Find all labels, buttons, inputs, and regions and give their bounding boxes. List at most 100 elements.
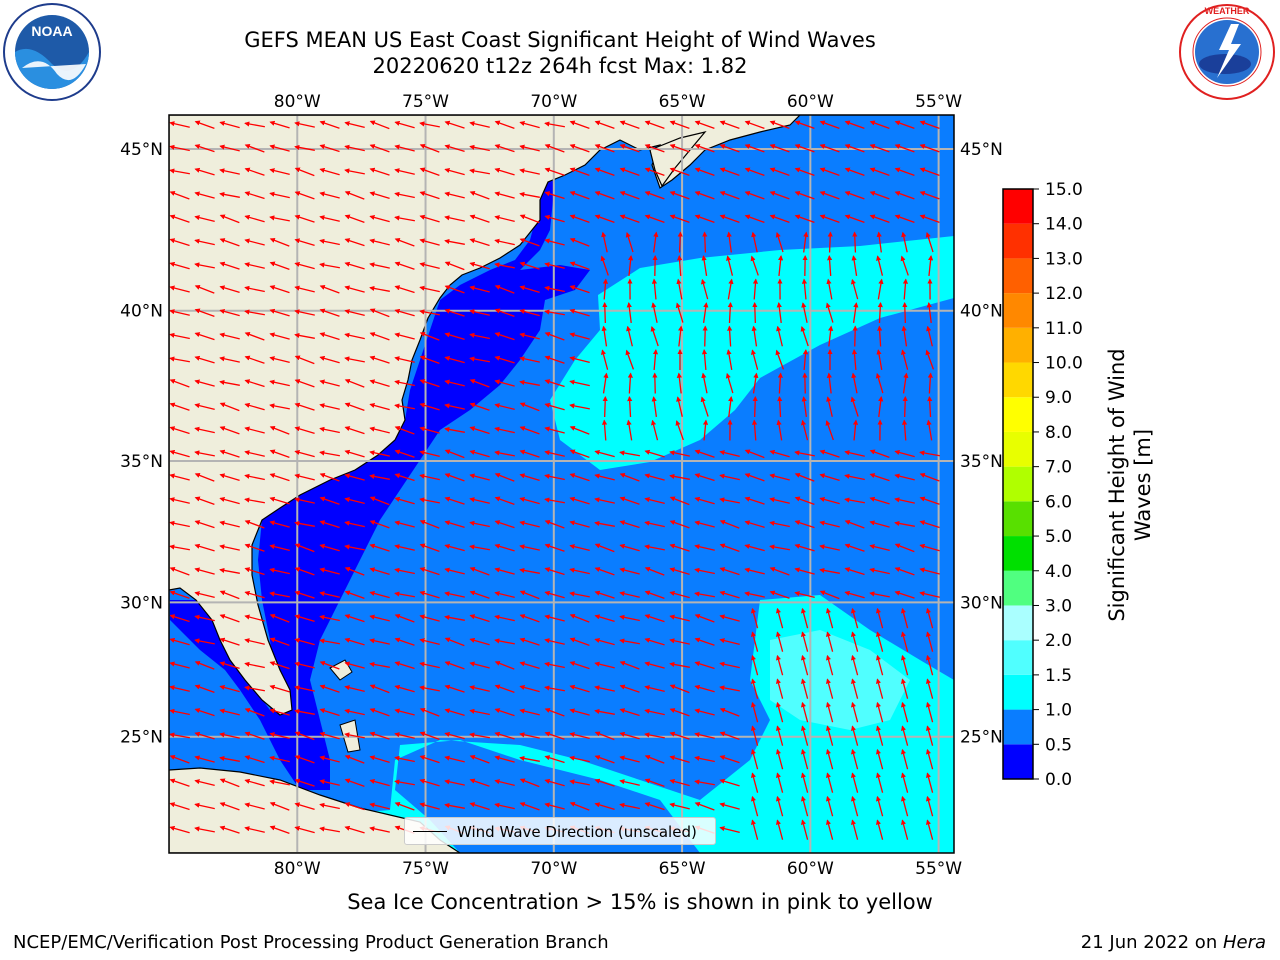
wave-direction-arrow bbox=[419, 450, 440, 458]
wave-direction-arrow bbox=[394, 308, 415, 317]
wave-direction-arrow bbox=[875, 372, 884, 394]
colorbar-bin bbox=[1003, 536, 1033, 571]
wave-direction-arrow bbox=[444, 802, 465, 809]
wave-direction-arrow bbox=[619, 473, 640, 482]
wave-direction-arrow bbox=[194, 684, 215, 694]
wave-direction-arrow bbox=[544, 238, 565, 246]
wave-direction-arrow bbox=[319, 826, 340, 833]
wave-direction-arrow bbox=[394, 732, 415, 739]
wave-direction-arrow bbox=[244, 567, 265, 576]
wave-direction-arrow bbox=[669, 167, 690, 177]
lat-tick-label-right: 30°N bbox=[960, 593, 1003, 613]
wave-direction-arrow bbox=[369, 590, 390, 599]
wave-direction-arrow bbox=[469, 426, 490, 435]
wave-direction-arrow bbox=[294, 167, 315, 177]
wave-direction-arrow bbox=[469, 309, 490, 316]
wave-direction-arrow bbox=[619, 120, 640, 130]
lon-tick-label-bottom: 65°W bbox=[659, 859, 706, 879]
wave-direction-arrow bbox=[244, 755, 265, 764]
wave-direction-arrow bbox=[569, 332, 590, 340]
colorbar-title: Significant Height of Wind Waves [m] bbox=[1105, 348, 1155, 622]
wave-direction-arrow bbox=[344, 190, 365, 200]
wave-direction-arrow bbox=[544, 426, 565, 434]
graticule bbox=[169, 115, 954, 853]
wave-direction-arrow bbox=[925, 607, 934, 629]
wave-direction-arrow bbox=[544, 778, 565, 787]
wave-direction-arrow bbox=[844, 590, 865, 599]
wave-direction-arrow bbox=[519, 567, 540, 574]
wave-direction-arrow bbox=[519, 496, 540, 505]
wave-direction-arrow bbox=[494, 802, 515, 810]
wave-direction-arrow bbox=[569, 379, 590, 387]
wave-direction-arrow bbox=[319, 543, 340, 552]
wave-direction-arrow bbox=[653, 231, 659, 253]
wave-direction-arrow bbox=[719, 214, 740, 224]
wave-direction-arrow bbox=[750, 255, 759, 276]
wave-direction-arrow bbox=[744, 473, 765, 482]
colorbar-bin bbox=[1003, 674, 1033, 710]
wave-direction-arrow bbox=[694, 732, 715, 739]
wave-direction-arrow bbox=[369, 638, 390, 645]
wave-direction-arrow bbox=[469, 590, 490, 599]
wave-direction-arrow bbox=[719, 473, 740, 481]
wave-direction-arrow bbox=[319, 426, 340, 434]
wave-direction-arrow bbox=[469, 732, 490, 739]
wave-direction-arrow bbox=[169, 356, 190, 363]
wave-direction-arrow bbox=[269, 591, 290, 598]
wave-direction-arrow bbox=[644, 520, 665, 528]
colorbar-tick-label: 2.0 bbox=[1045, 631, 1072, 651]
wave-direction-arrow bbox=[344, 144, 365, 152]
wave-direction-arrow bbox=[244, 685, 265, 692]
wave-direction-arrow bbox=[869, 567, 890, 575]
wave-direction-arrow bbox=[169, 402, 190, 411]
wave-direction-arrow bbox=[194, 308, 215, 318]
wave-direction-arrow bbox=[419, 590, 440, 599]
wave-direction-arrow bbox=[794, 167, 815, 177]
wave-direction-arrow bbox=[669, 543, 690, 552]
wave-direction-arrow bbox=[719, 707, 740, 717]
wave-direction-arrow bbox=[494, 684, 515, 694]
footer-date-text: 21 Jun 2022 on bbox=[1080, 932, 1223, 953]
wave-direction-arrow bbox=[894, 567, 915, 576]
wave-direction-arrow bbox=[801, 419, 809, 441]
wave-direction-arrow bbox=[694, 473, 715, 482]
wave-direction-arrow bbox=[819, 544, 840, 551]
wave-direction-arrow bbox=[369, 567, 390, 575]
wave-direction-arrow bbox=[419, 638, 440, 646]
wave-direction-arrow bbox=[925, 349, 935, 370]
lat-tick-label-right: 35°N bbox=[960, 452, 1003, 472]
wave-direction-arrow bbox=[775, 725, 784, 746]
wave-direction-arrow bbox=[519, 120, 540, 129]
wave-direction-arrow bbox=[700, 278, 709, 300]
wave-direction-arrow bbox=[494, 215, 515, 223]
wave-direction-arrow bbox=[902, 395, 908, 418]
wave-direction-arrow bbox=[394, 614, 415, 623]
wave-direction-arrow bbox=[519, 285, 540, 293]
wave-direction-arrow bbox=[875, 725, 884, 746]
wave-direction-arrow bbox=[676, 372, 682, 394]
wave-direction-arrow bbox=[444, 496, 465, 505]
wave-direction-arrow bbox=[869, 214, 890, 224]
wave-direction-arrow bbox=[519, 191, 540, 198]
wave-direction-arrow bbox=[369, 661, 390, 668]
wave-direction-arrow bbox=[269, 215, 290, 222]
wave-direction-arrow bbox=[894, 497, 915, 504]
wave-direction-arrow bbox=[344, 637, 365, 646]
wave-direction-arrow bbox=[876, 349, 883, 370]
wave-direction-arrow bbox=[644, 449, 665, 458]
wave-direction-arrow bbox=[169, 332, 190, 340]
wave-direction-arrow bbox=[669, 450, 690, 457]
wave-direction-arrow bbox=[669, 731, 690, 740]
wave-direction-arrow bbox=[619, 520, 640, 529]
wave-direction-arrow bbox=[719, 543, 740, 553]
wave-direction-arrow bbox=[875, 631, 884, 652]
wave-direction-arrow bbox=[194, 755, 215, 763]
wave-direction-arrow bbox=[769, 120, 790, 130]
wave-direction-arrow bbox=[394, 168, 415, 175]
colorbar-bin bbox=[1003, 327, 1033, 363]
wave-direction-arrow bbox=[444, 403, 465, 410]
wave-direction-arrow bbox=[169, 426, 190, 435]
wave-direction-arrow bbox=[619, 708, 640, 717]
wave-direction-arrow bbox=[751, 325, 758, 347]
wave-direction-arrow bbox=[669, 684, 690, 694]
